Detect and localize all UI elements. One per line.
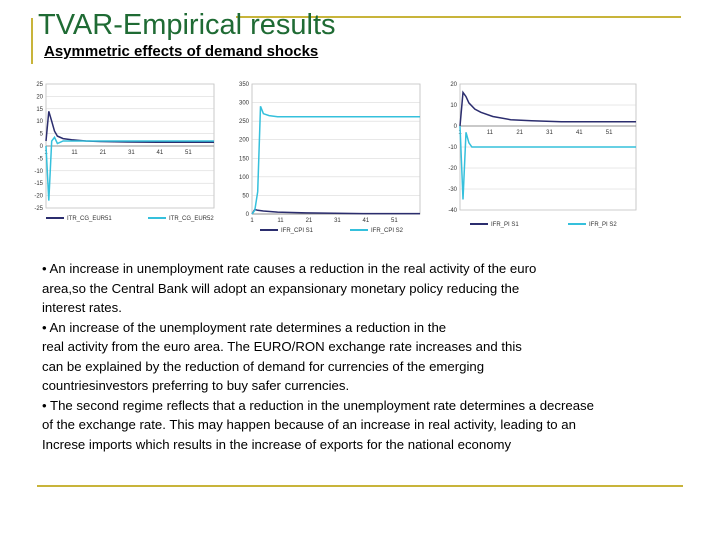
y-tick-label: -10: [448, 145, 457, 151]
y-tick-label: 300: [239, 101, 250, 107]
y-tick-label: 10: [36, 119, 43, 125]
y-tick-label: 250: [239, 119, 250, 125]
y-tick-label: 50: [242, 193, 249, 199]
y-tick-label: -5: [38, 156, 44, 162]
y-tick-label: 0: [454, 124, 458, 130]
body-line: area,so the Central Bank will adopt an e…: [42, 280, 520, 296]
body-line: can be explained by the reduction of dem…: [42, 358, 485, 374]
y-tick-label: 350: [239, 82, 250, 88]
y-tick-label: 10: [450, 103, 457, 109]
x-tick-label: 31: [128, 150, 135, 156]
legend-label: IFR_CPI S1: [281, 228, 314, 234]
chart-exchange-rate-response: 350 300 250 200 150 100 50 0 1 11 21 31 41 51 IFR_CPI …: [230, 78, 425, 236]
plot-frame: [251, 83, 421, 215]
x-tick-label: 31: [546, 130, 553, 136]
legend-label: ITR_CG_EUR52: [169, 216, 214, 222]
slide-title: TVAR-Empirical results: [38, 9, 336, 41]
y-tick-label: -40: [448, 208, 457, 214]
left-accent-rule: [31, 18, 33, 64]
y-tick-label: -10: [34, 169, 43, 175]
chart-production-index-response: 20 10 0 -10 -20 -30 -40 1 11 21 31 41 51 IFR_PI S1 IFR…: [440, 78, 640, 232]
y-tick-label: -20: [448, 166, 457, 172]
y-tick-label: 25: [36, 82, 43, 88]
x-tick-label: 31: [334, 218, 341, 224]
series-line-1: [45, 111, 214, 144]
y-tick-label: -25: [34, 206, 43, 212]
body-text: • An increase in unemployment rate cause…: [42, 259, 712, 454]
slide-subtitle: Asymmetric effects of demand shocks: [44, 43, 319, 60]
body-line: real activity from the euro area. The EU…: [42, 339, 522, 354]
y-tick-label: 0: [40, 144, 44, 150]
body-line: • An increase in unemployment rate cause…: [42, 261, 537, 276]
y-tick-label: 200: [239, 138, 250, 144]
bottom-accent-rule: [37, 485, 683, 487]
top-accent-rule: [236, 16, 681, 18]
x-tick-label: 21: [306, 218, 313, 224]
x-tick-label: 11: [277, 218, 284, 224]
body-line: • The second regime reflects that a redu…: [42, 397, 594, 413]
chart-interest-rate-response: 25 20 15 10 5 0 -5 -10 -15 -20 -25 1 11 21 31 41 51 ITR_C…: [28, 78, 220, 230]
legend-label: IFR_PI S1: [491, 222, 519, 228]
series-line-1: [251, 208, 420, 215]
body-line: of the exchange rate. This may happen be…: [42, 417, 576, 432]
body-line: countriesinvestors preferring to buy saf…: [42, 378, 350, 393]
x-tick-label: 11: [487, 130, 494, 136]
y-tick-label: 0: [246, 212, 250, 218]
body-line: Increse imports which results in the inc…: [42, 436, 512, 452]
series-line-2: [251, 106, 420, 215]
series-line-1: [459, 90, 636, 127]
y-tick-label: 20: [36, 94, 43, 100]
x-tick-label: 51: [391, 218, 398, 224]
x-tick-label: 51: [606, 130, 613, 136]
x-tick-label: 51: [185, 150, 192, 156]
y-tick-label: 15: [36, 107, 43, 113]
legend-label: IFR_PI S2: [589, 222, 617, 228]
y-tick-label: 20: [450, 82, 457, 88]
y-tick-label: -20: [34, 194, 43, 200]
series-line-2: [45, 135, 214, 201]
x-tick-label: 1: [250, 218, 254, 224]
y-tick-label: -15: [34, 181, 43, 187]
x-tick-label: 21: [516, 130, 523, 136]
body-line: interest rates.: [42, 300, 122, 315]
legend-label: IFR_CPI S2: [371, 228, 404, 234]
x-tick-label: 11: [71, 150, 78, 156]
y-tick-label: 100: [239, 175, 250, 181]
x-tick-label: 21: [100, 150, 107, 156]
x-tick-label: 41: [576, 130, 583, 136]
series-line-2: [459, 125, 636, 200]
x-tick-label: 41: [157, 150, 164, 156]
body-line: • An increase of the unemployment rate d…: [42, 319, 447, 335]
legend-label: ITR_CG_EUR51: [67, 216, 112, 222]
y-tick-label: 150: [239, 156, 250, 162]
x-tick-label: 41: [363, 218, 370, 224]
y-tick-label: 5: [40, 132, 44, 138]
y-tick-label: -30: [448, 187, 457, 193]
